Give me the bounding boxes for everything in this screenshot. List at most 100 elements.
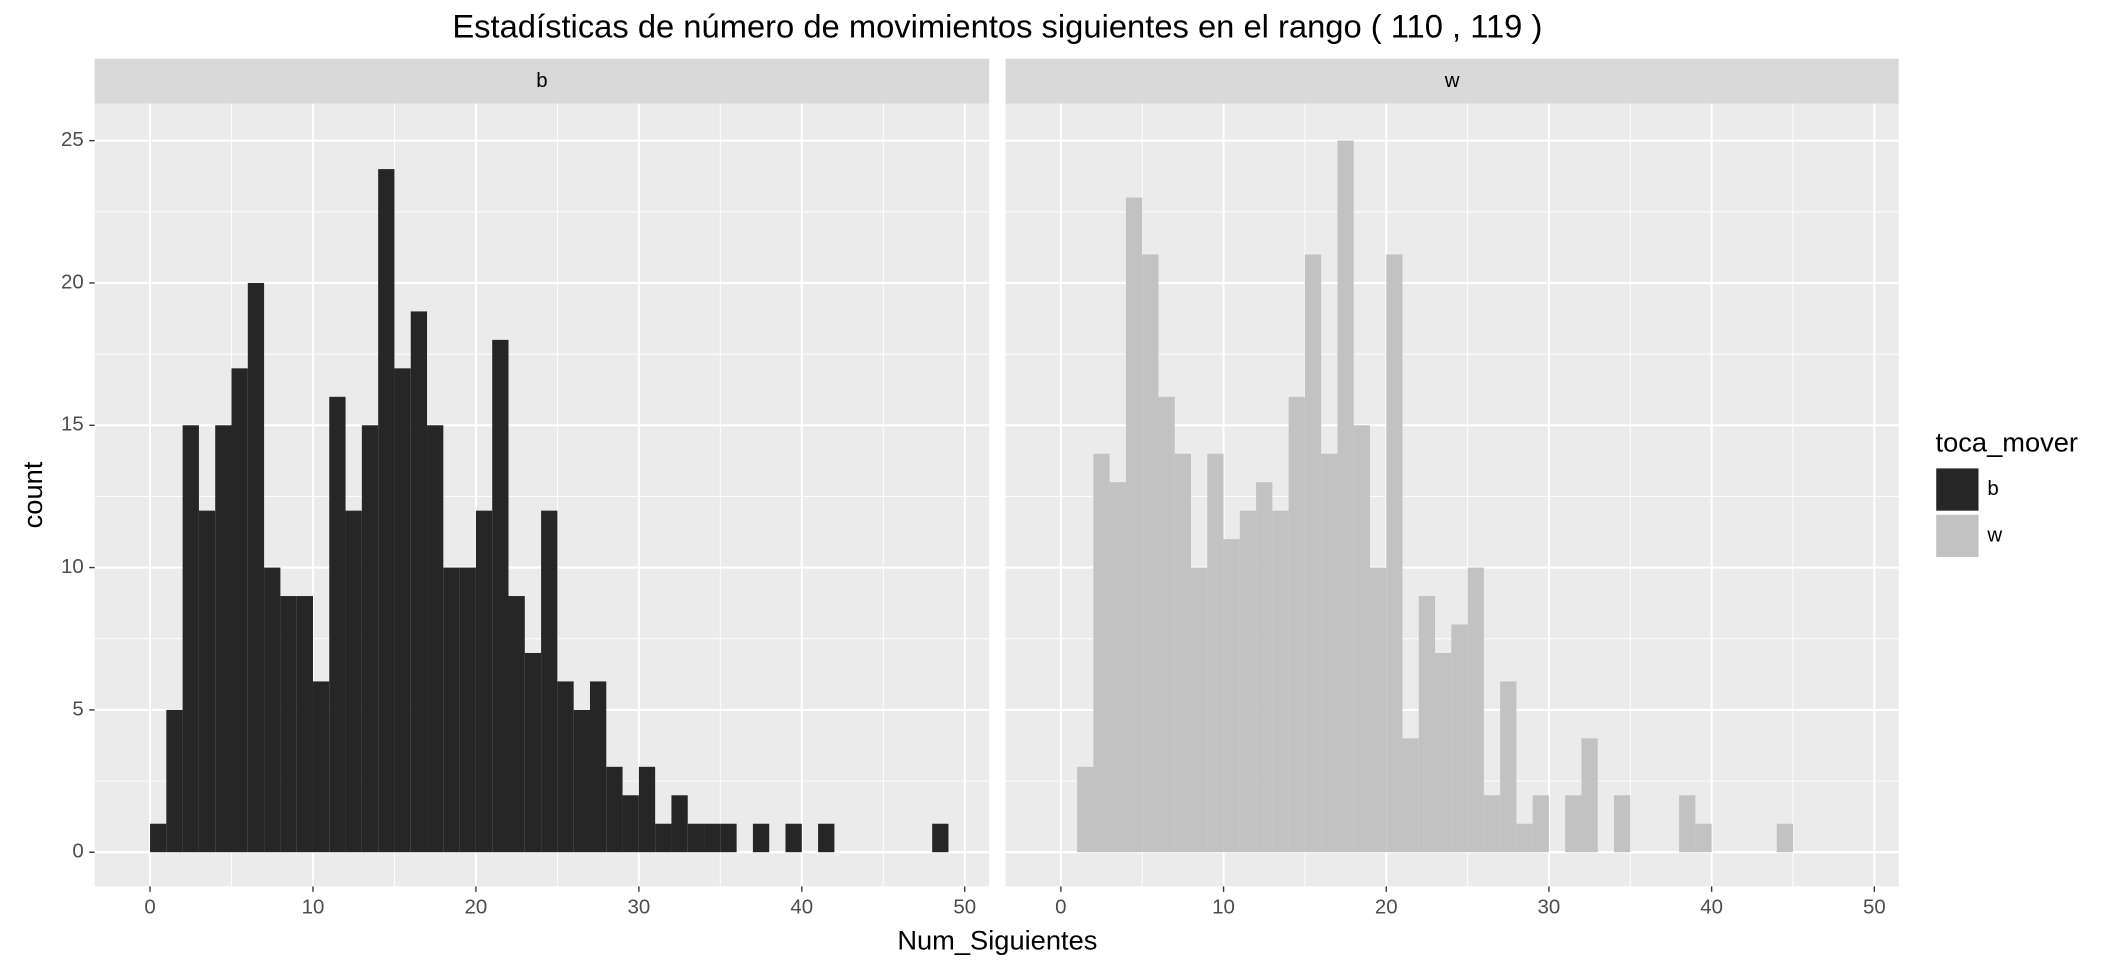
x-tick-label: 30 bbox=[1538, 896, 1561, 919]
bar bbox=[443, 567, 460, 853]
bar bbox=[231, 368, 248, 853]
bar bbox=[312, 681, 330, 853]
y-tick-label: 25 bbox=[61, 128, 84, 151]
bar bbox=[1256, 482, 1273, 853]
bar bbox=[1467, 567, 1484, 853]
bar bbox=[492, 339, 509, 853]
chart-title: Estadísticas de número de movimientos si… bbox=[452, 7, 1542, 44]
facet-strip bbox=[1005, 58, 1899, 104]
bar bbox=[1386, 254, 1403, 853]
bar bbox=[264, 567, 281, 853]
x-tick-label: 0 bbox=[1055, 896, 1066, 919]
bar bbox=[280, 596, 297, 853]
bar bbox=[182, 425, 199, 853]
bar bbox=[1402, 738, 1419, 853]
x-tick-label: 50 bbox=[1863, 896, 1886, 919]
bar bbox=[1369, 567, 1387, 853]
bar bbox=[557, 681, 574, 853]
bar bbox=[329, 396, 346, 853]
bar bbox=[1239, 510, 1257, 853]
bar bbox=[296, 596, 313, 853]
legend-label: w bbox=[1986, 523, 2002, 546]
bar bbox=[1174, 453, 1192, 853]
facet-label: b bbox=[536, 69, 547, 92]
bar bbox=[752, 823, 770, 853]
y-tick-label: 5 bbox=[72, 697, 83, 720]
bar bbox=[427, 425, 444, 853]
legend-key bbox=[1934, 513, 1980, 559]
bar bbox=[541, 510, 558, 853]
facet-label: w bbox=[1444, 69, 1460, 92]
x-tick-label: 10 bbox=[1212, 896, 1235, 919]
bar bbox=[1288, 396, 1305, 853]
x-tick-label: 0 bbox=[144, 896, 155, 919]
bar bbox=[1353, 425, 1370, 853]
bar bbox=[1516, 823, 1533, 853]
bar bbox=[1304, 254, 1322, 853]
bar bbox=[1581, 738, 1598, 853]
bar bbox=[1321, 453, 1338, 853]
bar bbox=[198, 510, 216, 853]
bar bbox=[166, 709, 183, 853]
x-axis-title: Num_Siguientes bbox=[897, 924, 1097, 955]
x-tick-label: 40 bbox=[1700, 896, 1723, 919]
bar bbox=[1776, 823, 1793, 853]
bar bbox=[1435, 652, 1452, 853]
bar bbox=[1093, 453, 1110, 853]
bar bbox=[589, 681, 607, 853]
bar bbox=[932, 823, 949, 853]
bar bbox=[378, 169, 395, 853]
bar bbox=[1337, 140, 1354, 853]
legend-title: toca_mover bbox=[1936, 427, 2078, 458]
bar bbox=[1207, 453, 1224, 853]
bar bbox=[671, 795, 688, 853]
y-axis-title: count bbox=[17, 461, 48, 528]
bar bbox=[345, 510, 362, 853]
y-tick-label: 15 bbox=[61, 413, 84, 436]
bar bbox=[1109, 482, 1126, 853]
bar bbox=[1191, 567, 1208, 853]
bar bbox=[1565, 795, 1582, 853]
bar bbox=[1142, 254, 1159, 853]
y-tick-label: 10 bbox=[61, 555, 84, 578]
bar bbox=[508, 596, 525, 853]
bar bbox=[818, 823, 835, 853]
bar bbox=[1077, 766, 1094, 853]
bar bbox=[150, 823, 167, 853]
bar bbox=[475, 510, 493, 853]
bar bbox=[1418, 596, 1436, 853]
bar bbox=[1695, 823, 1712, 853]
bar bbox=[622, 795, 639, 853]
bar bbox=[1158, 396, 1175, 853]
bar bbox=[215, 425, 232, 853]
bar bbox=[1125, 197, 1143, 853]
bar bbox=[524, 652, 542, 853]
x-tick-label: 50 bbox=[953, 896, 976, 919]
y-tick-label: 20 bbox=[61, 270, 84, 293]
x-tick-label: 20 bbox=[1375, 896, 1398, 919]
bar bbox=[1451, 624, 1468, 853]
bar bbox=[704, 823, 721, 853]
y-tick-label: 0 bbox=[72, 840, 83, 863]
x-tick-label: 20 bbox=[465, 896, 488, 919]
bar bbox=[410, 311, 428, 853]
bar bbox=[1272, 510, 1289, 853]
bar bbox=[720, 823, 737, 853]
legend-key bbox=[1934, 467, 1980, 513]
bar bbox=[394, 368, 411, 853]
bar bbox=[361, 425, 379, 853]
facet-strip bbox=[94, 58, 990, 104]
bar bbox=[1532, 795, 1549, 853]
bar bbox=[1500, 681, 1517, 853]
x-tick-label: 40 bbox=[790, 896, 813, 919]
bar bbox=[655, 823, 672, 853]
bar bbox=[247, 282, 265, 853]
bar bbox=[1679, 795, 1696, 853]
bar bbox=[638, 766, 656, 853]
x-tick-label: 30 bbox=[627, 896, 650, 919]
bar bbox=[1614, 795, 1631, 853]
bar bbox=[785, 823, 802, 853]
bar bbox=[687, 823, 705, 853]
x-tick-label: 10 bbox=[302, 896, 325, 919]
